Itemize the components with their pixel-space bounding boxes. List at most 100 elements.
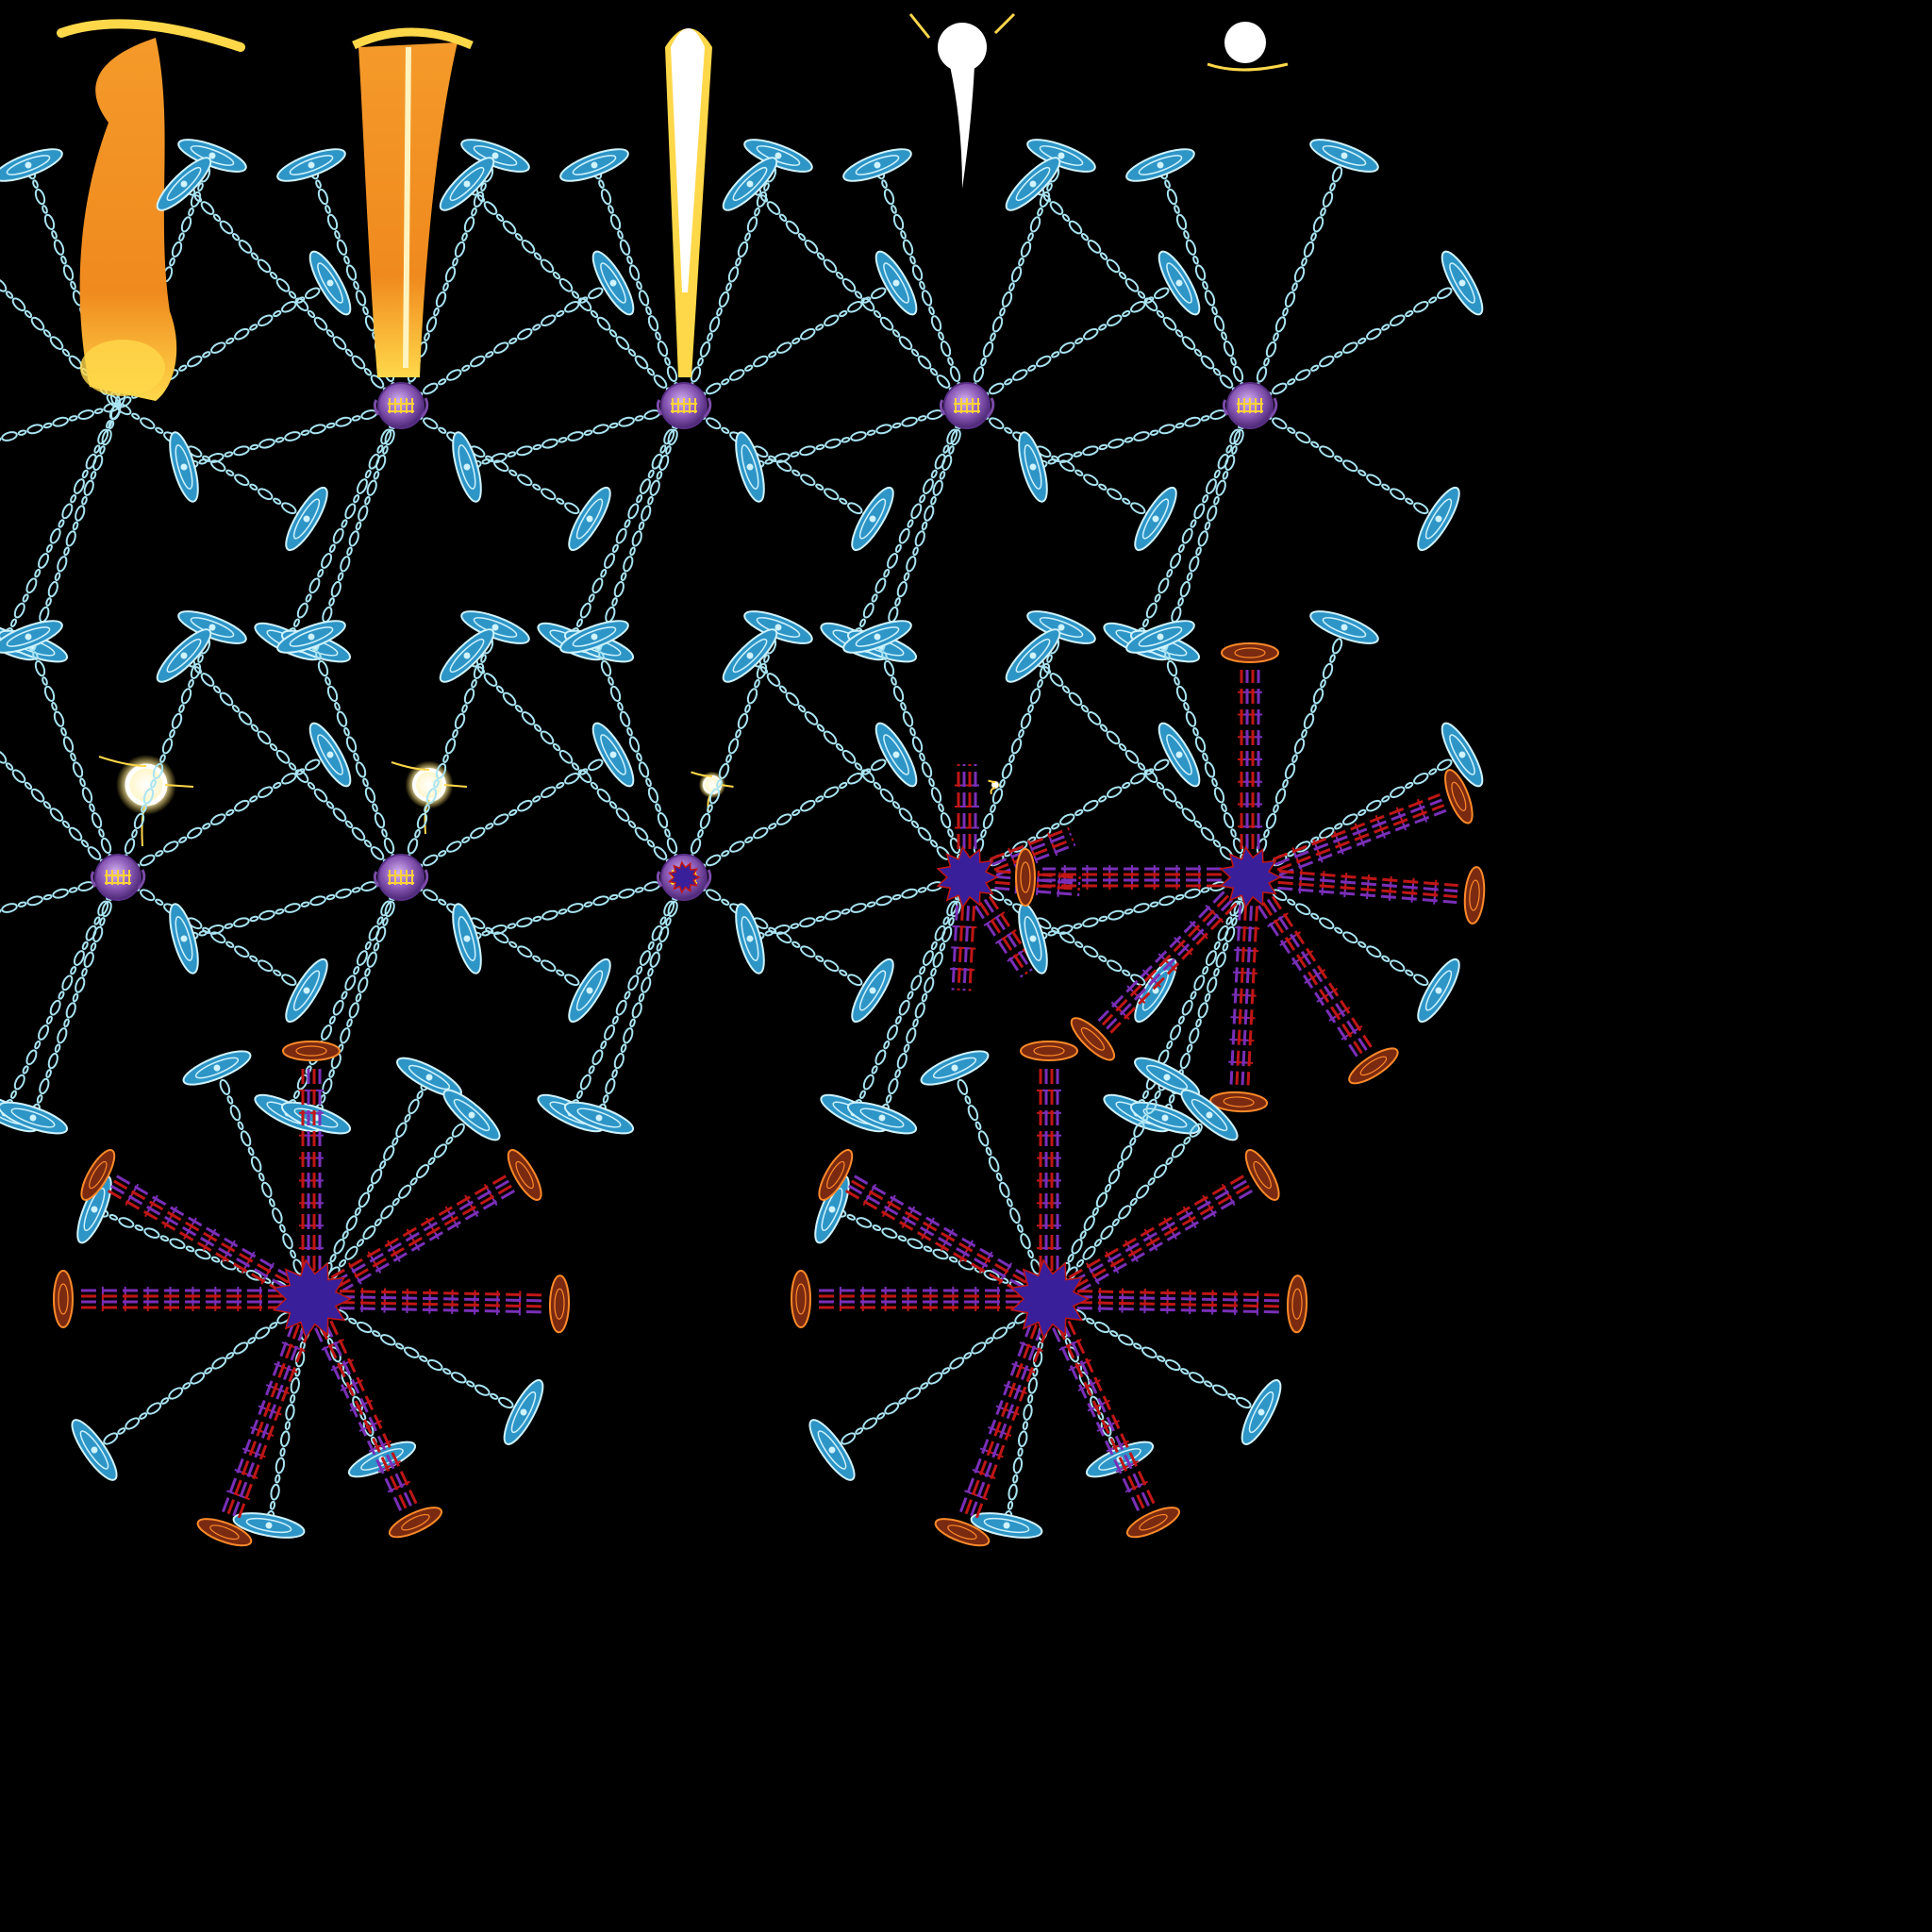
chain <box>747 402 970 471</box>
chain-link <box>1219 375 1234 389</box>
spike-tick <box>1172 1232 1177 1241</box>
dark-anchor-ring <box>515 1160 534 1190</box>
chain-link <box>516 445 533 457</box>
effect <box>665 28 712 377</box>
chain-link <box>68 415 78 422</box>
anchor-ring <box>292 498 321 540</box>
chain-link <box>1390 959 1406 973</box>
anchor-ring <box>166 638 202 674</box>
chain-link <box>353 965 360 975</box>
chain-link <box>667 428 678 446</box>
chain-link <box>982 812 994 829</box>
chain-link <box>362 1225 376 1241</box>
chain-link <box>281 502 297 515</box>
chain-link <box>1195 1018 1202 1028</box>
chain-link <box>577 769 592 784</box>
spike-tick <box>1210 1209 1217 1218</box>
chain-link <box>938 331 944 341</box>
spike-tick <box>1003 1384 1012 1389</box>
anchor-pin <box>91 1206 98 1213</box>
spike-burst <box>791 1041 1308 1547</box>
anchor-pin <box>1435 987 1442 994</box>
chain-link <box>36 1094 43 1104</box>
chain-link <box>1413 502 1429 515</box>
dark-anchor-disc <box>388 1507 442 1539</box>
spike-ray <box>1076 1288 1281 1316</box>
anchor-ring <box>408 1064 451 1091</box>
chain <box>878 875 971 1120</box>
chain-link <box>708 788 721 805</box>
chain-link <box>567 903 584 913</box>
chain <box>2 875 121 1115</box>
chain-link <box>1027 1393 1034 1404</box>
anchor-pin <box>91 1446 98 1454</box>
chain-link <box>442 754 449 763</box>
anchor-pin <box>828 1446 836 1454</box>
chain-link <box>17 901 27 908</box>
spike-tick <box>988 1426 996 1431</box>
anchor-pin <box>208 624 216 631</box>
spike-tick <box>330 1366 339 1372</box>
chain-link <box>919 752 925 762</box>
chain-link <box>42 893 53 901</box>
chain-link <box>328 1015 336 1025</box>
chain-link <box>202 351 211 358</box>
chain-link <box>225 808 235 817</box>
orb-swirl <box>90 869 146 891</box>
chain <box>595 404 688 648</box>
chain-link <box>461 704 468 713</box>
chain-link <box>627 974 640 991</box>
chain-link <box>855 1427 864 1435</box>
chain-link <box>1366 327 1382 341</box>
chain-link <box>1181 999 1193 1016</box>
chain-link <box>249 795 258 803</box>
spike-ray <box>1277 869 1458 905</box>
chain-link <box>1082 1245 1096 1260</box>
chain <box>682 282 895 408</box>
spike-tick <box>1124 1488 1133 1493</box>
chain <box>464 653 687 880</box>
rune-orb-icon <box>939 382 995 429</box>
chain-link <box>358 505 369 522</box>
chain-link <box>1121 1145 1133 1161</box>
chain-link <box>631 1002 642 1019</box>
chain-link <box>375 454 387 472</box>
chain-link <box>655 331 661 341</box>
chain-link <box>928 306 935 316</box>
chain-link <box>1091 1207 1099 1216</box>
chain-link <box>483 201 498 215</box>
chain-link <box>850 903 867 913</box>
ice-anchor-icon <box>920 1050 990 1086</box>
chain-link <box>197 654 204 663</box>
chain-link <box>815 795 824 803</box>
chain-link <box>0 277 8 292</box>
chain-link <box>663 428 675 445</box>
chain-link <box>608 893 619 901</box>
chain-link <box>373 941 380 952</box>
chain-link <box>1046 182 1053 192</box>
chain-link <box>881 179 888 189</box>
chain-link <box>653 375 668 389</box>
chain-link <box>514 233 524 242</box>
chain-link <box>258 786 274 799</box>
chain-link <box>476 194 486 203</box>
chain-link <box>368 453 380 470</box>
rune-orb-icon <box>656 382 712 429</box>
chain-link <box>911 736 924 753</box>
chain-link <box>363 368 373 376</box>
spike-tick <box>358 1426 367 1432</box>
chain-link <box>884 1402 900 1415</box>
anchor-pin <box>463 935 471 942</box>
chain-link <box>1179 580 1191 598</box>
chain-link <box>1200 415 1210 422</box>
chain-link <box>636 752 642 762</box>
chain-link <box>883 1040 891 1050</box>
anchor-pin <box>326 751 334 758</box>
chain-link <box>1181 527 1193 544</box>
chain-link <box>408 1098 420 1115</box>
chain-link <box>1212 368 1222 376</box>
chain-link <box>746 688 758 705</box>
chain-link <box>325 676 331 686</box>
chain-link <box>858 1090 866 1099</box>
chain-link <box>903 1043 910 1054</box>
